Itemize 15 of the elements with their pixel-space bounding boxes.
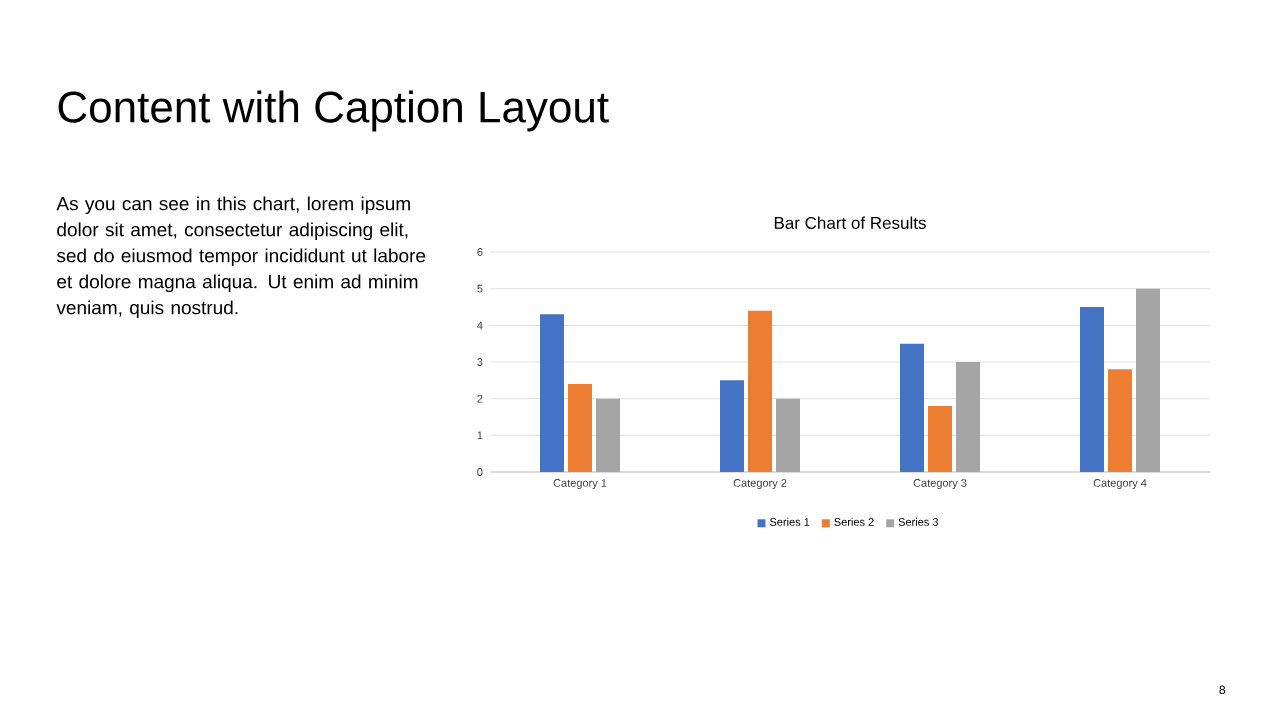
- bar: [596, 398, 620, 472]
- bar: [568, 384, 593, 472]
- chart-title: Bar Chart of Results: [774, 216, 926, 229]
- bar: [956, 362, 981, 472]
- bar: [748, 310, 773, 472]
- text: As you can see in this chart, lorem ipsum dolor sit amet, consectetur adipiscing elit, sed do eiusmod tempor incididunt ut labore et dolore magna aliqua. Ut enim ad minim veniam, quis nostrud.: [56, 196, 426, 319]
- bar: [1080, 307, 1104, 472]
- bar: [540, 314, 565, 472]
- bar: [928, 406, 952, 472]
- bar: [1108, 369, 1132, 472]
- bar: [776, 398, 801, 472]
- bar: [720, 380, 744, 472]
- bar: [1136, 288, 1161, 472]
- bar: [900, 343, 924, 472]
- text: Content with Caption Layout: [58, 90, 609, 132]
